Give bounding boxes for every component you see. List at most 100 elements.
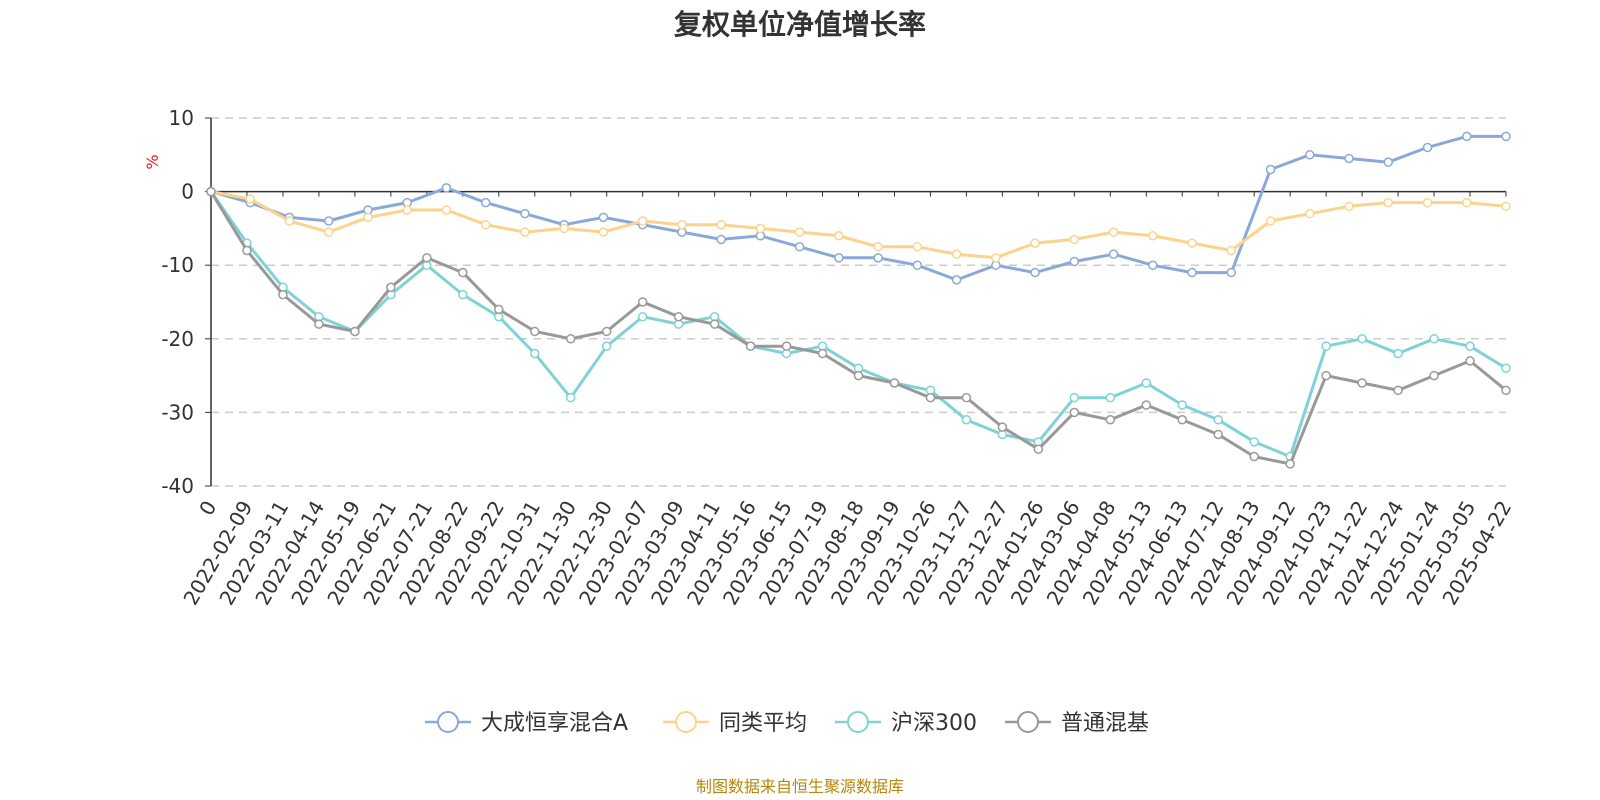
series-3 — [206, 186, 1511, 469]
y-axis-tick-labels: 10 0 -10 -20 -30 -40 — [161, 106, 211, 498]
series-0-point-25 — [1187, 267, 1197, 278]
series-0-point-23 — [1108, 249, 1119, 259]
chart-title: 复权单位净值增长率 — [674, 8, 926, 41]
series-1-point-6 — [441, 205, 452, 215]
series-1-point-27 — [1265, 216, 1276, 226]
series-3-point-8 — [494, 304, 504, 315]
legend-item-0[interactable]: 大成恒享混合A — [425, 711, 628, 736]
series-3-point-24 — [1069, 407, 1080, 418]
series-3-point-18 — [853, 370, 864, 381]
series-3-point-16 — [781, 341, 792, 351]
series-2-point-28 — [1213, 415, 1223, 425]
series-3-point-22 — [997, 422, 1008, 432]
series-0-point-18 — [912, 260, 923, 270]
series-2-point-24 — [1069, 392, 1080, 403]
x-axis-tick-labels: 02022-02-092022-03-112022-04-142022-05-1… — [178, 496, 1516, 609]
series-3-point-17 — [817, 348, 828, 359]
series-0-point-33 — [1501, 131, 1511, 142]
series-0 — [206, 131, 1511, 285]
legend-item-1[interactable]: 同类平均 — [663, 711, 807, 736]
series-1-point-4 — [363, 212, 373, 223]
series-3-point-15 — [745, 341, 756, 351]
series-3-point-25 — [1105, 415, 1116, 425]
series-0-point-29 — [1344, 153, 1354, 164]
series-2-point-21 — [961, 415, 972, 425]
series-3-point-20 — [925, 392, 936, 403]
series-1-point-3 — [323, 227, 334, 237]
series-1-point-25 — [1187, 238, 1197, 248]
series-1-point-2 — [284, 216, 295, 226]
series-3-point-0 — [206, 186, 216, 197]
series-1-point-5 — [402, 205, 412, 215]
series-1-point-24 — [1148, 231, 1158, 241]
series-lines — [206, 131, 1511, 469]
axes — [210, 118, 1507, 486]
series-3-point-30 — [1285, 459, 1295, 469]
y-tick-label-1: 0 — [181, 180, 194, 204]
series-1-point-13 — [716, 219, 726, 230]
series-0-point-21 — [1030, 267, 1040, 278]
series-0-point-10 — [598, 212, 609, 223]
series-1-point-32 — [1462, 197, 1472, 208]
series-3-point-19 — [889, 378, 900, 388]
series-1 — [206, 186, 1511, 263]
legend-item-3[interactable]: 普通混基 — [1005, 711, 1149, 736]
series-1-point-8 — [520, 227, 530, 237]
series-0-point-7 — [480, 197, 491, 208]
series-3-point-14 — [709, 319, 720, 329]
series-0-point-8 — [520, 208, 530, 219]
series-0-point-26 — [1226, 267, 1237, 278]
series-1-point-10 — [598, 227, 609, 237]
series-1-point-23 — [1108, 227, 1119, 237]
source-note: 制图数据来自恒生聚源数据库 — [696, 777, 904, 796]
series-1-point-18 — [912, 242, 923, 252]
y-tick-label-5: -40 — [161, 474, 194, 498]
series-2-point-7 — [458, 289, 468, 300]
series-1-point-19 — [951, 249, 962, 259]
series-0-point-30 — [1383, 157, 1394, 167]
y-tick-label-4: -30 — [161, 400, 194, 424]
series-1-point-11 — [637, 216, 648, 226]
series-0-point-27 — [1265, 164, 1276, 175]
series-2-point-29 — [1249, 437, 1259, 447]
legend-marker-2 — [847, 711, 869, 733]
legend-marker-0 — [437, 711, 459, 733]
series-1-point-9 — [559, 223, 569, 234]
series-1-point-7 — [480, 219, 491, 230]
series-1-point-31 — [1422, 197, 1433, 208]
series-3-point-26 — [1141, 400, 1152, 410]
series-1-point-14 — [755, 223, 766, 234]
legend-label-0: 大成恒享混合A — [481, 711, 628, 736]
series-1-point-29 — [1344, 201, 1354, 212]
series-1-point-15 — [794, 227, 805, 237]
series-0-point-22 — [1069, 256, 1080, 267]
series-3-point-6 — [422, 253, 432, 263]
series-2-point-34 — [1429, 334, 1439, 344]
series-3-point-5 — [386, 282, 396, 293]
series-2-point-25 — [1105, 392, 1116, 403]
series-2-point-35 — [1465, 341, 1475, 351]
series-3-point-31 — [1321, 370, 1331, 381]
series-3-point-11 — [601, 326, 612, 337]
series-3-point-7 — [458, 267, 468, 278]
series-1-point-1 — [245, 194, 255, 204]
legend-label-1: 同类平均 — [719, 711, 807, 736]
series-0-point-19 — [951, 275, 962, 285]
series-2-point-9 — [530, 348, 540, 359]
series-0-point-6 — [441, 183, 452, 193]
legend-item-2[interactable]: 沪深300 — [835, 711, 977, 736]
series-3-point-2 — [278, 289, 288, 300]
series-2-point-31 — [1321, 341, 1331, 351]
x-tick-label-0: 0 — [194, 497, 221, 520]
series-1-point-28 — [1305, 208, 1315, 219]
series-0-point-3 — [323, 216, 334, 226]
series-0-point-15 — [794, 242, 805, 252]
series-0-point-31 — [1422, 142, 1433, 153]
series-0-point-16 — [834, 253, 844, 263]
series-2-point-36 — [1501, 363, 1511, 373]
legend-label-3: 普通混基 — [1061, 711, 1149, 736]
legend[interactable]: 大成恒享混合A 同类平均 沪深300 普通混基 — [425, 711, 1149, 736]
series-1-point-17 — [873, 242, 883, 252]
series-line-2 — [209, 190, 1507, 459]
